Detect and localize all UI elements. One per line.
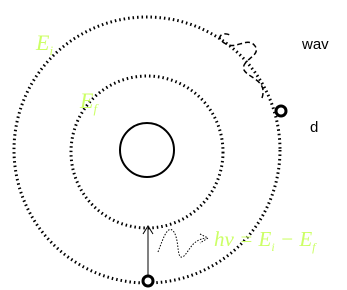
nucleus xyxy=(120,123,174,177)
bohr-diagram: Ei Ef wav d hν = Ei − Ef xyxy=(0,0,347,290)
electron xyxy=(143,276,153,286)
text-part: f xyxy=(93,101,99,116)
side-text: d xyxy=(310,119,318,136)
outer-label: Ei xyxy=(35,30,53,58)
text-part: f xyxy=(312,240,317,254)
text-part: hν = E xyxy=(214,227,271,251)
text-part: − E xyxy=(275,227,313,251)
photon-wave xyxy=(158,229,206,257)
text-part: E xyxy=(79,88,94,113)
wave-path xyxy=(220,34,263,98)
inner-label: Ef xyxy=(79,88,99,116)
text-part: E xyxy=(35,30,50,55)
side-text: wav xyxy=(301,36,329,53)
inner-orbit xyxy=(71,76,223,228)
electron xyxy=(276,106,286,116)
text-part: i xyxy=(49,43,53,58)
equation: hν = Ei − Ef xyxy=(214,227,317,254)
